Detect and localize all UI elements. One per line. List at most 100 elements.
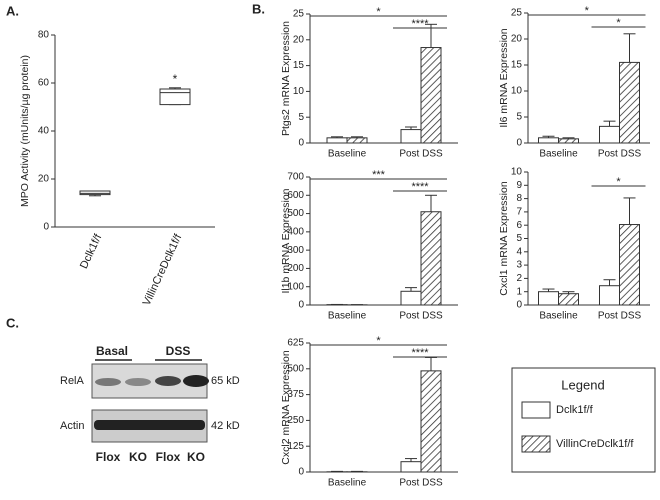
x-tick-label: Baseline: [328, 149, 367, 160]
y-tick-label: 3: [516, 260, 522, 271]
y-axis-label: MPO Activity (mUnits/µg protein): [19, 55, 31, 207]
legend-swatch: [521, 435, 551, 453]
y-tick-label: 400: [287, 226, 304, 237]
y-tick-label: 5: [516, 112, 522, 123]
y-tick-label: 10: [511, 167, 523, 178]
significance: *: [376, 335, 381, 347]
y-tick-label: 10: [511, 86, 523, 97]
x-tick-label: Post DSS: [598, 311, 642, 322]
y-tick-label: 0: [43, 222, 49, 233]
band: [183, 375, 209, 387]
y-tick-label: 10: [293, 86, 305, 97]
blot-size: 42 kD: [211, 420, 240, 432]
y-tick-label: 60: [38, 78, 50, 89]
y-tick-label: 8: [516, 193, 522, 204]
y-tick-label: 125: [287, 441, 304, 452]
band: [94, 420, 205, 430]
significance: ****: [411, 18, 429, 30]
y-tick-label: 5: [298, 112, 304, 123]
bar: [400, 290, 422, 306]
y-tick-label: 2: [516, 273, 522, 284]
significance: ****: [411, 181, 429, 193]
y-tick-label: 20: [293, 34, 305, 45]
y-tick-label: 6: [516, 220, 522, 231]
significance: *: [173, 72, 178, 86]
bar: [326, 137, 348, 144]
legend-box: [511, 367, 656, 473]
y-tick-label: 600: [287, 190, 304, 201]
bar: [619, 224, 640, 306]
lane: Flox: [156, 450, 181, 464]
x-tick-label: Post DSS: [399, 149, 443, 160]
legend-swatch: [521, 401, 551, 419]
bar: [420, 47, 442, 144]
bar: [400, 461, 422, 473]
significance: *: [376, 6, 381, 18]
y-tick-label: 5: [516, 233, 522, 244]
y-tick-label: 9: [516, 180, 522, 191]
bar: [400, 129, 422, 144]
significance: ****: [411, 347, 429, 359]
y-tick-label: 500: [287, 363, 304, 374]
band: [155, 376, 181, 386]
y-tick-label: 500: [287, 208, 304, 219]
y-tick-label: 250: [287, 415, 304, 426]
y-tick-label: 80: [38, 30, 50, 41]
y-tick-label: 0: [298, 138, 304, 149]
box: [159, 88, 191, 106]
panel-label: C.: [6, 315, 19, 330]
x-tick-label: Baseline: [328, 478, 367, 489]
lane: KO: [187, 450, 205, 464]
bar: [599, 285, 620, 306]
bar: [619, 61, 640, 144]
y-tick-label: 15: [511, 60, 523, 71]
bar: [558, 138, 579, 144]
y-tick-label: 7: [516, 207, 522, 218]
y-tick-label: 300: [287, 245, 304, 256]
blot-row: Actin: [60, 420, 84, 432]
y-axis-label: Cxcl1 mRNA Expression: [498, 181, 510, 296]
lane: KO: [129, 450, 147, 464]
y-tick-label: 20: [511, 34, 523, 45]
y-tick-label: 15: [293, 60, 305, 71]
lane: Flox: [96, 450, 121, 464]
x-tick-label: VillinCreDclk1f/f: [141, 232, 185, 308]
legend-label: VillinCreDclk1f/f: [556, 438, 634, 450]
band: [95, 378, 121, 386]
blot-size: 65 kD: [211, 375, 240, 387]
box: [79, 190, 111, 196]
legend-label: Dclk1f/f: [556, 404, 594, 416]
y-tick-label: 700: [287, 172, 304, 183]
x-tick-label: Baseline: [539, 149, 578, 160]
bar: [599, 125, 620, 144]
x-tick-label: Post DSS: [399, 311, 443, 322]
y-tick-label: 25: [293, 9, 305, 20]
y-tick-label: 0: [298, 300, 304, 311]
legend-title: Legend: [561, 377, 604, 392]
y-axis-label: Ptgs2 mRNA Expression: [280, 21, 292, 136]
bar: [346, 137, 368, 144]
y-axis-label: Cxcl2 mRNA Expression: [280, 350, 292, 465]
band: [125, 378, 151, 386]
bar: [420, 211, 442, 306]
blot-row: RelA: [60, 375, 85, 387]
bar: [538, 291, 559, 306]
bar: [538, 137, 559, 144]
x-tick-label: Dclk1f/f: [78, 232, 105, 271]
x-tick-label: Post DSS: [598, 149, 642, 160]
y-tick-label: 4: [516, 246, 522, 257]
x-tick-label: Post DSS: [399, 478, 443, 489]
y-tick-label: 375: [287, 389, 304, 400]
y-tick-label: 40: [38, 126, 50, 137]
bar: [558, 293, 579, 306]
significance: *: [585, 5, 590, 17]
x-tick-label: Baseline: [539, 311, 578, 322]
y-tick-label: 25: [511, 8, 523, 19]
y-tick-label: 0: [516, 300, 522, 311]
significance: *: [616, 17, 621, 29]
y-tick-label: 100: [287, 281, 304, 292]
y-tick-label: 200: [287, 263, 304, 274]
bar: [420, 370, 442, 473]
y-tick-label: 0: [516, 138, 522, 149]
